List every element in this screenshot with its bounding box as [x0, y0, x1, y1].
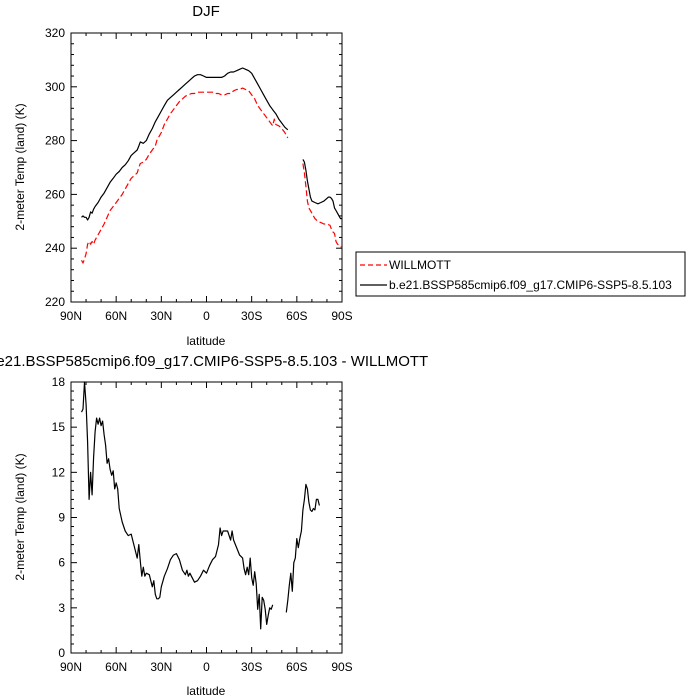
y-tick-label: 15	[52, 420, 66, 434]
series-line-difference	[80, 381, 274, 630]
y-tick-label: 18	[52, 375, 66, 389]
y-axis-ticks: 220 240 260 280 300 320	[45, 26, 342, 309]
series-line-model	[81, 67, 289, 221]
x-axis-ticks: 90N 60N 30N 0 30S 60S 90S	[60, 33, 353, 323]
y-tick-label: 280	[45, 134, 65, 148]
y-tick-label: 6	[58, 556, 65, 570]
x-tick-label: 30N	[150, 660, 172, 674]
chart-title: DJF	[192, 3, 220, 20]
x-tick-label: 90S	[331, 309, 352, 323]
x-axis-label: latitude	[187, 684, 226, 698]
x-tick-label: 60S	[286, 309, 307, 323]
y-tick-label: 3	[58, 601, 65, 615]
y-tick-label: 0	[58, 646, 65, 660]
plot-lines	[80, 67, 342, 264]
x-tick-label: 30S	[241, 309, 262, 323]
chart-bottom: b.e21.BSSP585cmip6.f09_g17.CMIP6-SSP5-8.…	[0, 353, 428, 698]
series-line-willmott	[302, 163, 342, 248]
legend-box	[355, 251, 686, 297]
y-tick-label: 9	[58, 511, 65, 525]
y-tick-label: 220	[45, 295, 65, 309]
x-tick-label: 0	[203, 660, 210, 674]
chart-title: b.e21.BSSP585cmip6.f09_g17.CMIP6-SSP5-8.…	[0, 353, 428, 370]
y-tick-label: 320	[45, 26, 65, 40]
series-line-difference	[285, 483, 320, 613]
plot-frame	[70, 381, 343, 654]
y-tick-label: 300	[45, 80, 65, 94]
x-tick-label: 90S	[331, 660, 352, 674]
plot-lines	[80, 381, 320, 630]
x-tick-label: 90N	[60, 660, 82, 674]
plot-frame	[70, 32, 343, 303]
y-tick-label: 260	[45, 187, 65, 201]
y-tick-label: 12	[52, 465, 66, 479]
legend: WILLMOTT b.e21.BSSP585cmip6.f09_g17.CMIP…	[355, 251, 686, 297]
series-line-model	[302, 159, 342, 220]
y-tick-label: 240	[45, 241, 65, 255]
y-axis-label: 2-meter Temp (land) (K)	[13, 103, 27, 230]
legend-label-model: b.e21.BSSP585cmip6.f09_g17.CMIP6-SSP5-8.…	[389, 278, 672, 292]
y-axis-ticks: 0 3 6 9 12 15 18	[52, 375, 342, 660]
x-tick-label: 0	[203, 309, 210, 323]
x-tick-label: 60N	[105, 660, 127, 674]
legend-label-willmott: WILLMOTT	[389, 258, 452, 272]
x-tick-label: 60S	[286, 660, 307, 674]
x-tick-label: 60N	[105, 309, 127, 323]
x-axis-ticks: 90N 60N 30N 0 30S 60S 90S	[60, 382, 353, 674]
x-tick-label: 30N	[150, 309, 172, 323]
series-line-willmott	[80, 87, 289, 264]
x-tick-label: 30S	[241, 660, 262, 674]
x-axis-label: latitude	[187, 334, 226, 348]
y-axis-label: 2-meter Temp (land) (K)	[13, 453, 27, 580]
x-tick-label: 90N	[60, 309, 82, 323]
